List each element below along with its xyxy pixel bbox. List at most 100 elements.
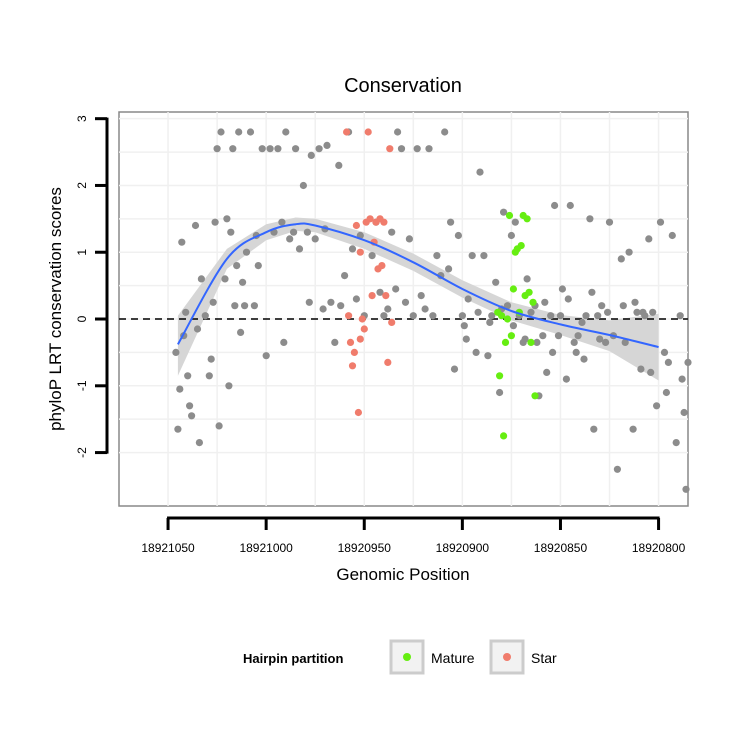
point-other — [290, 228, 298, 236]
point-other — [488, 312, 496, 320]
point-other — [211, 218, 219, 226]
point-other — [547, 312, 555, 320]
point-other — [215, 422, 223, 430]
point-other — [445, 265, 453, 273]
point-other — [250, 302, 258, 310]
point-star — [356, 248, 364, 256]
point-other — [447, 218, 455, 226]
y-axis: -2 -1 0 1 2 3 — [75, 115, 109, 458]
point-other — [425, 145, 433, 153]
point-star — [366, 215, 374, 223]
point-other — [331, 338, 339, 346]
point-other — [562, 375, 571, 383]
point-other — [656, 218, 665, 226]
point-other — [588, 288, 596, 296]
point-other — [278, 218, 286, 226]
point-other — [319, 305, 327, 313]
point-other — [511, 218, 519, 226]
point-other — [549, 348, 557, 356]
point-other — [241, 302, 249, 310]
x-tick-label: 18920900 — [436, 541, 490, 555]
point-other — [503, 302, 512, 310]
chart-title: Conservation — [344, 75, 462, 97]
point-other — [509, 322, 517, 330]
point-other — [242, 248, 251, 256]
x-axis: 18921050 18921000 18920950 18920900 18920850… — [141, 516, 686, 555]
point-mature — [525, 288, 533, 296]
point-star — [360, 325, 368, 333]
point-other — [172, 348, 180, 356]
point-other — [401, 298, 410, 306]
x-tick-label: 18920800 — [632, 541, 686, 555]
point-other — [201, 312, 209, 320]
point-star — [384, 358, 392, 366]
point-mature — [501, 338, 510, 346]
point-other — [653, 402, 661, 410]
point-star — [356, 335, 364, 343]
point-other — [213, 145, 221, 153]
point-other — [246, 128, 255, 136]
x-tick-label: 18920950 — [338, 541, 392, 555]
point-other — [225, 382, 233, 390]
point-star — [364, 128, 372, 136]
point-other — [315, 145, 323, 153]
point-other — [682, 485, 690, 493]
y-tick-label: 3 — [75, 115, 89, 122]
point-other — [496, 388, 504, 397]
point-other — [631, 298, 639, 306]
point-other — [433, 252, 441, 260]
point-star — [350, 348, 358, 356]
point-other — [237, 328, 245, 336]
point-star — [346, 338, 355, 346]
point-mature — [505, 211, 514, 220]
x-tick-label: 18921000 — [239, 541, 293, 555]
point-other — [239, 278, 247, 286]
point-mature — [507, 332, 515, 340]
point-other — [507, 231, 515, 240]
point-star — [358, 315, 366, 323]
point-other — [637, 365, 645, 373]
point-star — [386, 145, 394, 153]
point-other — [572, 348, 580, 356]
y-tick-label: 2 — [75, 182, 89, 189]
point-other — [678, 375, 686, 383]
legend-label-mature: Mature — [431, 650, 475, 666]
point-other — [229, 145, 237, 153]
point-other — [348, 245, 357, 253]
point-other — [421, 305, 429, 313]
point-other — [286, 235, 294, 243]
point-star — [380, 218, 388, 226]
point-other — [578, 318, 586, 326]
point-other — [205, 372, 213, 380]
point-other — [474, 308, 482, 316]
point-other — [596, 335, 604, 343]
point-other — [282, 128, 290, 136]
point-star — [378, 262, 386, 270]
point-other — [647, 368, 655, 376]
point-other — [327, 298, 335, 306]
point-other — [417, 292, 425, 300]
x-axis-title: Genomic Position — [336, 565, 469, 584]
point-other — [625, 248, 633, 256]
point-other — [462, 335, 470, 343]
point-star — [343, 128, 351, 136]
point-other — [543, 368, 551, 376]
point-other — [539, 332, 547, 340]
point-other — [450, 365, 459, 373]
point-other — [660, 348, 669, 356]
point-other — [664, 358, 673, 366]
point-other — [413, 145, 421, 153]
point-other — [523, 275, 531, 283]
point-mature — [531, 392, 539, 400]
point-mature — [503, 315, 512, 323]
point-other — [254, 262, 262, 270]
point-star — [382, 292, 390, 300]
point-other — [397, 145, 406, 153]
point-other — [594, 312, 602, 320]
point-other — [521, 335, 529, 343]
point-other — [337, 302, 345, 310]
point-other — [174, 425, 182, 433]
point-other — [454, 231, 462, 240]
point-other — [392, 285, 400, 293]
point-other — [676, 312, 684, 320]
